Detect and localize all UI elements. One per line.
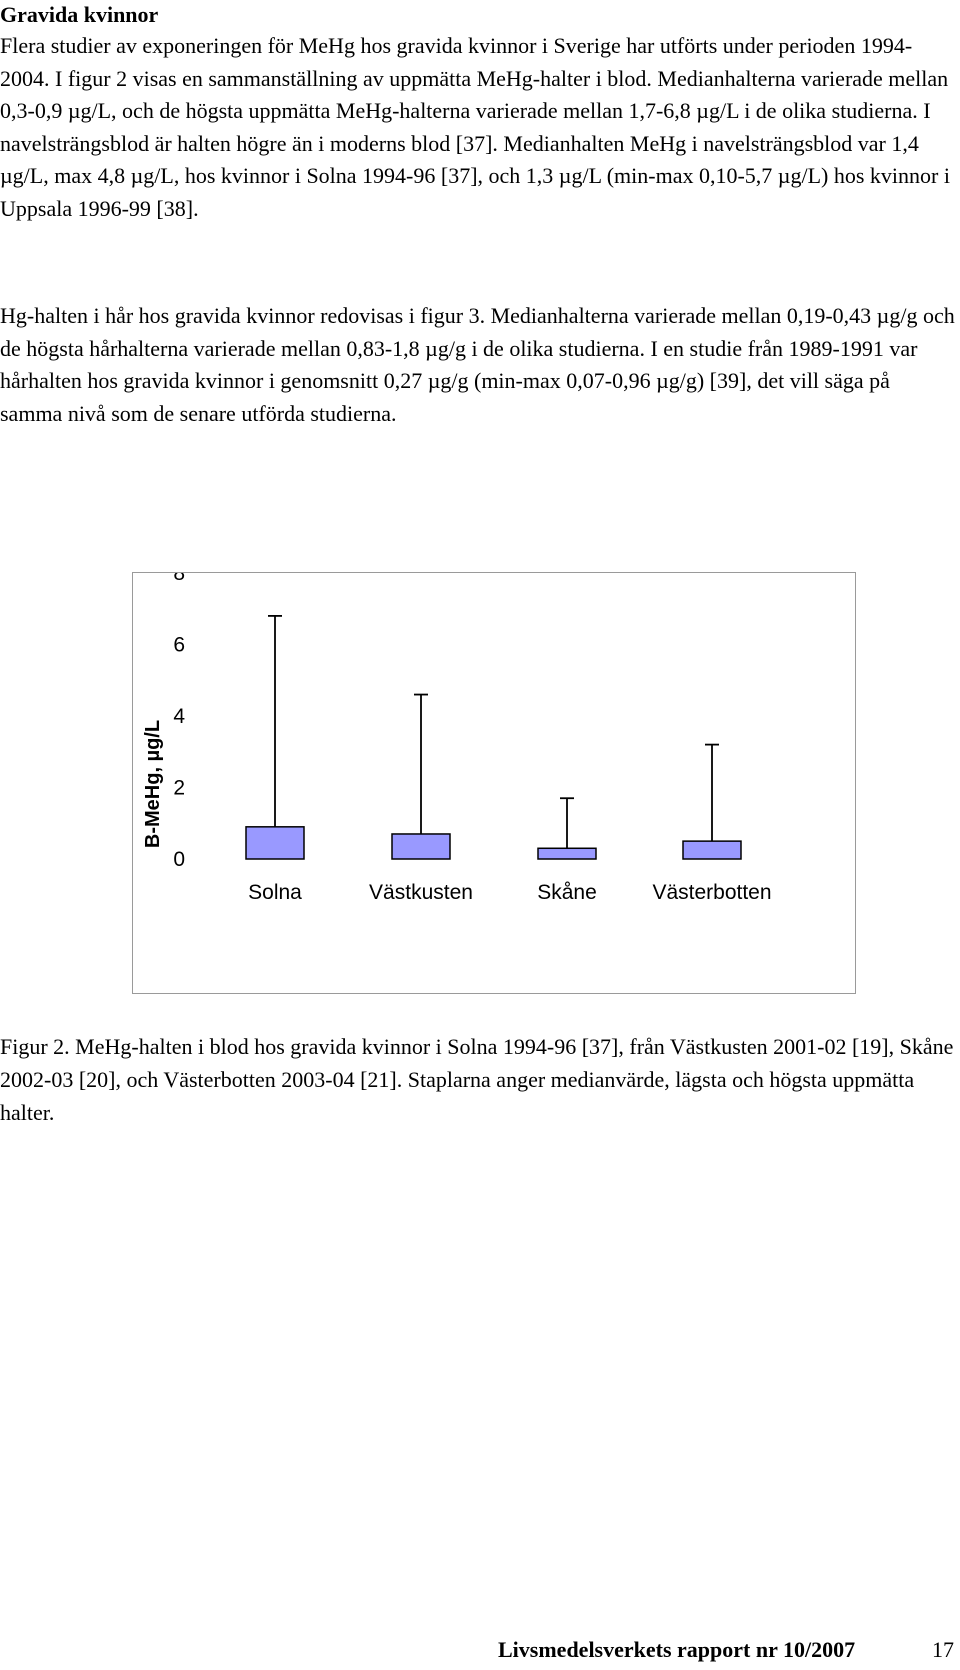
- y-tick-label: 0: [173, 848, 185, 871]
- bar-median: [537, 847, 597, 860]
- max-range-lines: [268, 615, 719, 849]
- y-tick-label: 4: [173, 705, 185, 728]
- figure-caption: Figur 2. MeHg-halten i blod hos gravida …: [0, 1034, 954, 1125]
- x-axis-labels: Solna Västkusten Skåne Västerbotten: [248, 881, 771, 904]
- x-tick-label: Västerbotten: [652, 881, 771, 904]
- x-tick-label: Solna: [248, 881, 302, 904]
- y-tick-label: 2: [173, 777, 185, 800]
- chart-frame: 0 2 4 6 8 B-MeHg, µg/L Solna Västkusten Skåne V…: [132, 572, 856, 994]
- x-tick-label: Västkusten: [369, 881, 473, 904]
- paragraph-hair: Hg-halten i hår hos gravida kvinnor redo…: [0, 303, 955, 426]
- bar-chart: 0 2 4 6 8 B-MeHg, µg/L Solna Västkusten Skåne V…: [142, 573, 772, 904]
- section-heading: Gravida kvinnor: [0, 2, 159, 27]
- bar-median: [391, 833, 451, 860]
- bar-median: [682, 840, 742, 860]
- x-tick-label: Skåne: [537, 881, 597, 904]
- bars: [245, 826, 742, 860]
- report-footer: Livsmedelsverkets rapport nr 10/2007: [498, 1637, 856, 1662]
- y-tick-label: 8: [173, 573, 185, 585]
- y-axis-ticks: 0 2 4 6 8: [173, 573, 185, 871]
- page-number: 17: [932, 1637, 954, 1662]
- bar-median: [245, 826, 305, 860]
- y-axis-label: B-MeHg, µg/L: [142, 720, 164, 848]
- y-tick-label: 6: [173, 634, 185, 657]
- paragraph-blood: Flera studier av exponeringen för MeHg h…: [0, 33, 950, 221]
